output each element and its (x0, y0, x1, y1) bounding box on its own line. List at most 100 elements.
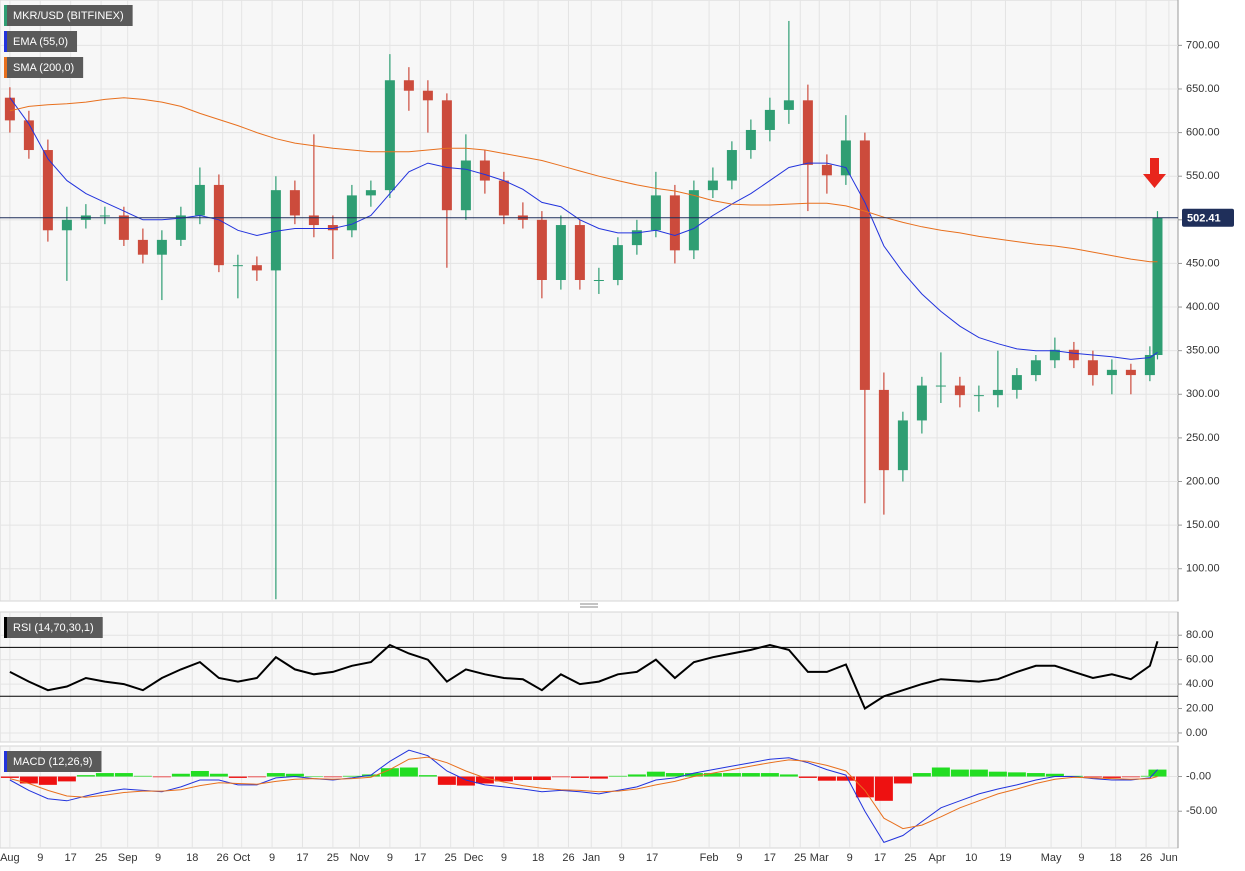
x-tick-label: 17 (646, 852, 658, 864)
x-tick-label: 9 (619, 852, 625, 864)
candle-body (137, 239, 148, 255)
y-tick-label: 60.00 (1186, 654, 1214, 666)
indicator-line (9, 641, 1159, 710)
candle-body (973, 395, 984, 397)
x-tick-label: 9 (736, 852, 742, 864)
candle-body (764, 109, 775, 130)
histogram-bar (266, 773, 285, 777)
x-tick-label: 9 (847, 852, 853, 864)
x-tick-label: 9 (387, 852, 393, 864)
histogram-bar (703, 773, 722, 777)
legend-color (4, 57, 7, 78)
legend-color (4, 31, 7, 52)
legend-color (4, 751, 7, 772)
candle-body (688, 190, 699, 251)
legend-box (4, 5, 133, 26)
x-tick-label: 25 (327, 852, 339, 864)
x-tick-label: Aug (0, 852, 20, 864)
histogram-bar (38, 776, 57, 785)
candle-body (935, 385, 946, 387)
candle-body (1152, 217, 1163, 356)
candle-body (916, 385, 927, 421)
indicator-line (9, 756, 1158, 830)
y-tick-label: 200.00 (1186, 475, 1220, 487)
legend-label: MKR/USD (BITFINEX) (13, 10, 124, 22)
candle-body (23, 120, 34, 151)
candle-body (289, 190, 300, 216)
histogram-bar (513, 776, 532, 780)
histogram-bar (494, 776, 513, 782)
legend-box (4, 31, 78, 52)
y-tick-label: 20.00 (1186, 702, 1214, 714)
histogram-bar (779, 774, 798, 777)
candle-body (897, 420, 908, 471)
y-tick-label: 300.00 (1186, 388, 1220, 400)
legend-box (4, 751, 102, 772)
candle-body (4, 97, 15, 121)
legend-item: EMA (55,0) (4, 31, 78, 52)
candle-body (612, 245, 623, 281)
candle-body (232, 265, 243, 267)
x-tick-label: Jan (582, 852, 600, 864)
x-tick-label: Oct (233, 852, 250, 864)
x-tick-label: 17 (764, 852, 776, 864)
candle-body (745, 129, 756, 151)
histogram-bar (19, 776, 38, 784)
legend-box (4, 617, 103, 638)
histogram-bar (209, 773, 228, 777)
x-tick-label: 25 (95, 852, 107, 864)
candle-body (669, 195, 680, 251)
last-price-label: 502.41 (1187, 213, 1221, 225)
candle-body (99, 215, 110, 217)
x-tick-label: 17 (874, 852, 886, 864)
histogram-bar (0, 776, 19, 778)
candle-body (1049, 349, 1060, 361)
x-tick-label: 25 (794, 852, 806, 864)
x-tick-label: 18 (186, 852, 198, 864)
candle-body (707, 180, 718, 191)
histogram-bar (817, 776, 836, 781)
legend-item: SMA (200,0) (4, 57, 84, 78)
histogram-bar (1026, 773, 1045, 777)
candle-body (194, 184, 205, 216)
histogram-bar (114, 773, 133, 777)
x-tick-label: 9 (155, 852, 161, 864)
x-tick-label: Mar (810, 852, 829, 864)
histogram-bar (836, 776, 855, 781)
x-tick-label: 9 (501, 852, 507, 864)
x-tick-label: Apr (929, 852, 946, 864)
histogram-bar (665, 773, 684, 777)
y-tick-label: 350.00 (1186, 345, 1220, 357)
histogram-bar (741, 773, 760, 777)
x-tick-label: Jun (1160, 852, 1178, 864)
histogram-bar (304, 776, 323, 778)
panel-grip[interactable] (580, 603, 598, 608)
histogram-bar (171, 773, 190, 777)
histogram-bar (247, 776, 266, 778)
histogram-bar (1007, 772, 1026, 777)
last-price-box (1182, 208, 1234, 227)
histogram-bar (285, 773, 304, 777)
histogram-bar (893, 776, 912, 784)
y-tick-label: 400.00 (1186, 301, 1220, 313)
histogram-bar (152, 776, 171, 778)
candle-body (802, 100, 813, 165)
histogram-bar (418, 775, 437, 777)
histogram-bar (380, 768, 399, 777)
histogram-bar (228, 776, 247, 778)
candle-body (859, 140, 870, 390)
candle-body (840, 140, 851, 176)
candle-body (1087, 360, 1098, 376)
histogram-bar (133, 775, 152, 777)
x-tick-label: 26 (217, 852, 229, 864)
arrow-annotation (1143, 158, 1166, 188)
histogram-bar (1102, 776, 1121, 778)
y-tick-label: 80.00 (1186, 629, 1214, 641)
x-tick-label: Nov (350, 852, 370, 864)
legend-item: RSI (14,70,30,1) (4, 617, 103, 638)
histogram-bar (1148, 769, 1167, 777)
histogram-bar (76, 775, 95, 777)
histogram-bar (1083, 776, 1102, 778)
candle-body (479, 160, 490, 181)
